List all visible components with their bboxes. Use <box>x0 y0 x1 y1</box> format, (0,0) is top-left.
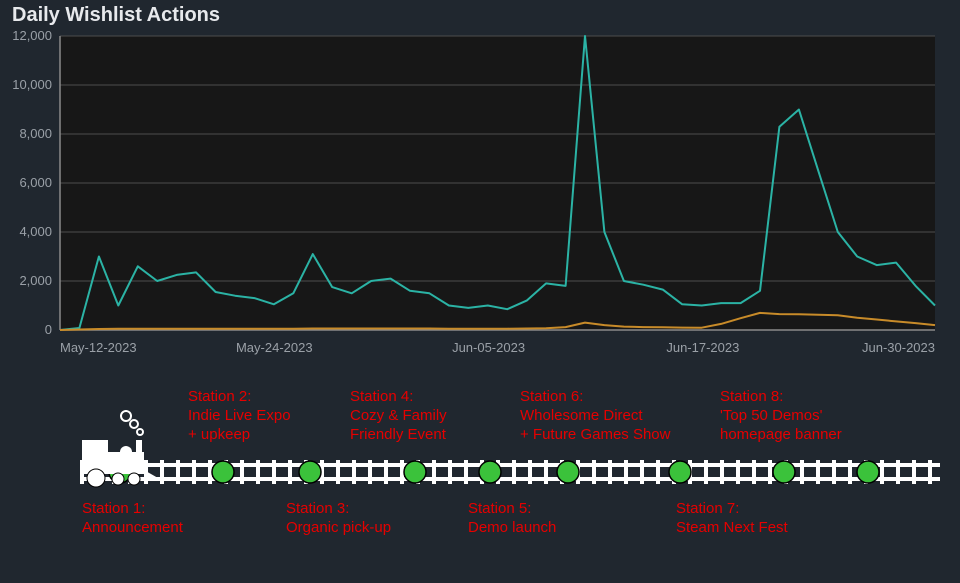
station-6-label: Station 6: Wholesome Direct + Future Gam… <box>520 388 670 444</box>
station-dot-5 <box>479 461 501 483</box>
y-tick-label: 8,000 <box>19 126 52 141</box>
station-5-label: Station 5: Demo launch <box>468 500 556 538</box>
station-7-label: Station 7: Steam Next Fest <box>676 500 788 538</box>
x-tick-label: May-24-2023 <box>236 340 313 355</box>
y-tick-label: 10,000 <box>12 77 52 92</box>
x-tick-label: Jun-17-2023 <box>666 340 739 355</box>
train-engine-icon <box>82 411 158 487</box>
x-tick-label: Jun-30-2023 <box>862 340 935 355</box>
y-tick-label: 6,000 <box>19 175 52 190</box>
chart-title: Daily Wishlist Actions <box>12 4 220 27</box>
station-1-label: Station 1: Announcement <box>82 500 183 538</box>
station-dot-7 <box>669 461 691 483</box>
station-4-label: Station 4: Cozy & Family Friendly Event <box>350 388 447 444</box>
station-8-label: Station 8: 'Top 50 Demos' homepage banne… <box>720 388 842 444</box>
x-tick-label: Jun-05-2023 <box>452 340 525 355</box>
station-dot-6 <box>557 461 579 483</box>
y-tick-label: 2,000 <box>19 273 52 288</box>
y-tick-label: 0 <box>45 322 52 337</box>
station-dot-9 <box>857 461 879 483</box>
station-dot-2 <box>212 461 234 483</box>
station-dot-1 <box>109 461 131 483</box>
y-tick-label: 12,000 <box>12 30 52 43</box>
wishlist-chart: 0 2,000 4,000 6,000 8,000 10,000 12,000 May-12-… <box>0 30 960 380</box>
station-2-label: Station 2: Indie Live Expo + upkeep <box>188 388 291 444</box>
station-3-label: Station 3: Organic pick-up <box>286 500 391 538</box>
y-tick-label: 4,000 <box>19 224 52 239</box>
station-dot-8 <box>773 461 795 483</box>
station-dot-3 <box>299 461 321 483</box>
x-tick-label: May-12-2023 <box>60 340 137 355</box>
station-dot-4 <box>404 461 426 483</box>
